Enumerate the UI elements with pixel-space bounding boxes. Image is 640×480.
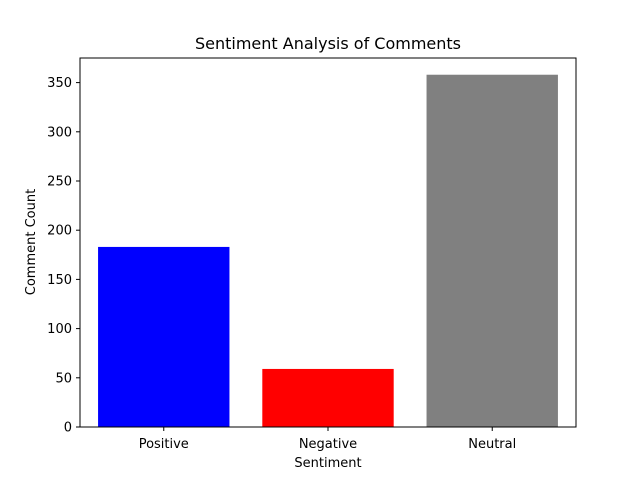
- y-axis-label: Comment Count: [24, 189, 39, 295]
- x-axis: Positive Negative Neutral: [139, 427, 516, 452]
- y-axis: 0 50 100 150 200 250 300 350: [47, 76, 80, 436]
- y-tick-label: 100: [47, 322, 72, 337]
- chart-title: Sentiment Analysis of Comments: [195, 34, 461, 53]
- y-tick-label: 300: [47, 125, 72, 140]
- y-tick-label: 50: [55, 371, 72, 386]
- y-tick-label: 200: [47, 224, 72, 239]
- x-tick-label-neutral: Neutral: [468, 437, 516, 452]
- y-tick-label: 250: [47, 175, 72, 190]
- x-tick-label-positive: Positive: [139, 437, 189, 452]
- plot-frame: [79, 57, 577, 428]
- bar-neutral: [426, 74, 558, 427]
- x-tick-label-negative: Negative: [299, 437, 357, 452]
- bar-negative: [262, 368, 394, 427]
- y-tick-label: 0: [64, 421, 72, 436]
- y-tick-label: 350: [47, 76, 72, 91]
- bar-positive: [98, 246, 230, 427]
- y-tick-label: 150: [47, 273, 72, 288]
- bars-layer: [98, 74, 558, 427]
- x-axis-label: Sentiment: [294, 456, 361, 471]
